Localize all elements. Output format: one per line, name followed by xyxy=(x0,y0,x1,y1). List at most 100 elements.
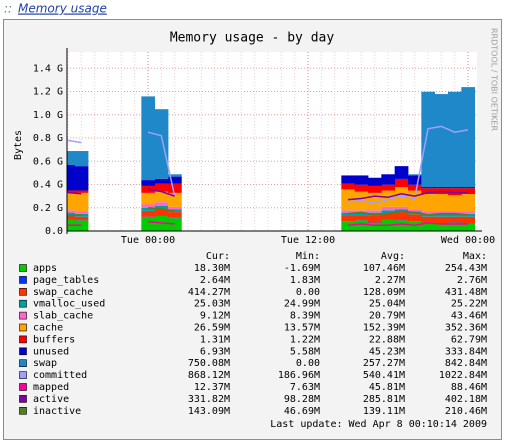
area-segment xyxy=(461,213,476,217)
legend-stat: 152.39M xyxy=(363,323,405,334)
area-segment xyxy=(168,209,182,213)
area-segment xyxy=(394,178,409,188)
area-segment xyxy=(434,211,449,214)
x-tick-label: Tue 00:00 xyxy=(121,235,175,246)
y-tick-label: 0.4 G xyxy=(33,180,63,191)
area-segment xyxy=(74,216,89,221)
legend-swatch xyxy=(19,311,27,320)
legend-name: inactive xyxy=(33,406,81,417)
area-segment xyxy=(421,91,436,188)
legend-stat: 24.99M xyxy=(284,299,320,310)
legend-stat: 2.76M xyxy=(457,275,487,286)
x-tick-label: Wed 00:00 xyxy=(441,235,495,246)
legend-swatch xyxy=(19,335,27,344)
area-segment xyxy=(448,213,462,217)
legend-stat: 25.03M xyxy=(194,299,230,310)
legend-stat: 402.18M xyxy=(445,394,487,405)
area-segment xyxy=(368,222,382,231)
area-segment xyxy=(408,221,422,231)
legend-stat: 62.79M xyxy=(451,334,487,345)
legend-swatch xyxy=(19,287,27,296)
legend-stat: 1.22M xyxy=(290,334,320,345)
area-segment xyxy=(67,192,76,211)
legend-stat: 352.36M xyxy=(445,323,487,334)
area-segment xyxy=(168,218,182,231)
series-line xyxy=(67,191,82,195)
series-line xyxy=(147,131,176,197)
legend-header: Avg: xyxy=(381,251,405,262)
watermark: RRDTOOL / TOBI OETIKER xyxy=(490,28,499,131)
legend-stat: -1.69M xyxy=(284,263,320,274)
legend-stat: 9.12M xyxy=(200,311,230,322)
legend-swatch xyxy=(19,323,27,332)
legend-stat: 1.83M xyxy=(290,275,320,286)
area-segment xyxy=(368,177,382,186)
area-segment xyxy=(448,222,462,231)
series-line xyxy=(67,213,82,217)
legend-stat: 540.41M xyxy=(363,370,405,381)
area-segment xyxy=(421,216,436,223)
y-tick-label: 0.2 G xyxy=(33,203,63,214)
area-segment xyxy=(381,206,396,211)
legend-swatch xyxy=(19,347,27,356)
series-line xyxy=(67,139,82,144)
area-segment xyxy=(448,91,462,188)
area-segment xyxy=(168,174,182,177)
y-tick-label: 1.4 G xyxy=(33,63,63,74)
legend-header: Min: xyxy=(296,251,320,262)
area-segment xyxy=(67,212,76,216)
area-segment xyxy=(141,217,156,231)
area-segment xyxy=(154,208,169,216)
area-segment xyxy=(341,210,356,213)
legend-stat: 107.46M xyxy=(363,263,405,274)
legend-name: vmalloc_used xyxy=(33,299,105,310)
area-segment xyxy=(394,206,409,210)
legend-stat: 6.93M xyxy=(200,346,230,357)
area-segment xyxy=(448,211,462,214)
area-segment xyxy=(354,220,369,231)
area-segment xyxy=(461,224,476,231)
area-segment xyxy=(74,220,89,231)
area-segment xyxy=(368,210,382,213)
area-segment xyxy=(368,185,382,193)
legend-stat: 18.30M xyxy=(194,263,230,274)
area-segment xyxy=(461,188,476,195)
legend-stat: 8.39M xyxy=(290,311,320,322)
area-segment xyxy=(354,184,369,192)
legend-stat: 1022.84M xyxy=(439,370,487,381)
legend-stat: 25.22M xyxy=(451,299,487,310)
area-segment xyxy=(354,212,369,216)
area-segment xyxy=(154,178,169,184)
legend-name: apps xyxy=(33,263,57,274)
series-line xyxy=(347,190,468,201)
legend-stat: 210.46M xyxy=(445,406,487,417)
series-line xyxy=(347,222,468,226)
series-line xyxy=(347,125,469,204)
legend-stat: 2.27M xyxy=(375,275,405,286)
area-segment xyxy=(67,151,76,165)
legend-stat: 128.09M xyxy=(363,287,405,298)
legend-stat: 186.96M xyxy=(278,370,320,381)
area-segment xyxy=(354,215,369,221)
area-segment xyxy=(141,180,156,186)
area-segment xyxy=(461,187,476,189)
area-segment xyxy=(381,190,396,207)
series-line xyxy=(147,207,175,212)
last-update: Last update: Wed Apr 8 00:10:14 2009 xyxy=(270,419,487,430)
area-segment xyxy=(341,175,356,184)
legend-swatch xyxy=(19,359,27,368)
area-segment xyxy=(421,187,436,189)
legend-stat: 143.09M xyxy=(188,406,230,417)
legend-stat: 0.00 xyxy=(296,358,320,369)
y-axis-label: Bytes xyxy=(13,130,24,160)
legend-name: page_tables xyxy=(33,275,99,286)
area-segment xyxy=(434,224,449,231)
area-segment xyxy=(381,184,396,191)
legend-stat: 13.57M xyxy=(284,323,320,334)
area-segment xyxy=(168,206,182,210)
area-segment xyxy=(74,211,89,214)
area-segment xyxy=(461,194,476,212)
header-link[interactable]: Memory usage xyxy=(18,2,107,16)
area-segment xyxy=(141,210,156,217)
area-segment xyxy=(168,183,182,193)
